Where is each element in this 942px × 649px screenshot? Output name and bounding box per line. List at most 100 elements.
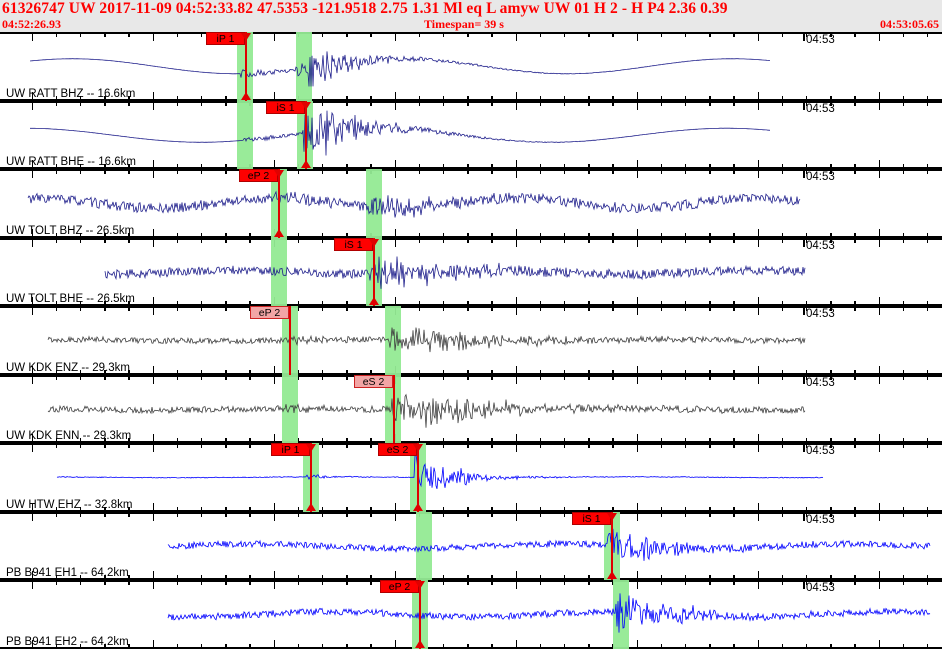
pick-arrow-icon [241, 33, 251, 41]
time-tick [612, 301, 614, 306]
trace-row[interactable]: iP 1 eS 2 04:53 UW HTW EHZ -- 32.8km [0, 443, 942, 512]
waveform [56, 453, 824, 490]
trace-row[interactable]: eP 2 04:53 PB B941 EH2 -- 64.2km [0, 580, 942, 649]
phase-pick-label[interactable]: iP 1 [271, 443, 310, 456]
channel-label[interactable]: UW HTW EHZ -- 32.8km [6, 498, 133, 511]
trace-top-axis [0, 169, 942, 171]
trace-panel[interactable]: iP 1 04:53 UW RATT BHZ -- 16.6km iS 1 04:53 U… [0, 32, 942, 649]
time-tick [79, 443, 82, 448]
time-tick [31, 365, 33, 375]
time-tick [709, 301, 711, 306]
phase-pick-label[interactable]: eS 2 [378, 443, 417, 456]
time-tick [418, 32, 421, 37]
time-tick [104, 374, 106, 380]
time-tick [781, 32, 784, 37]
time-tick [612, 232, 614, 238]
time-tick [370, 100, 372, 106]
phase-pick-line[interactable] [305, 100, 307, 169]
time-tick [176, 374, 179, 380]
time-tick [467, 438, 469, 443]
time-tick [515, 374, 517, 384]
channel-label[interactable]: UW KDK ENN -- 29.3km [6, 430, 132, 442]
time-tick [902, 369, 905, 375]
channel-label[interactable]: UW TOLT BHZ -- 26.5km [6, 224, 135, 237]
time-tick [563, 95, 566, 101]
time-tick [926, 306, 929, 311]
phase-pick-label[interactable]: iS 1 [334, 237, 373, 251]
time-tick [636, 434, 638, 443]
phase-pick-label[interactable]: eP 2 [380, 580, 419, 593]
time-tick [902, 506, 905, 512]
phase-pick-line[interactable] [289, 306, 291, 375]
time-tick [660, 374, 663, 380]
channel-label[interactable]: UW KDK ENZ -- 29.3km [6, 361, 130, 374]
time-tick [636, 91, 638, 101]
trace-row[interactable]: iP 1 04:53 UW RATT BHZ -- 16.6km [0, 32, 942, 101]
time-tick [660, 164, 663, 169]
time-label-tick [803, 170, 805, 178]
time-tick [31, 374, 33, 384]
time-tick [733, 306, 735, 311]
phase-pick-line[interactable] [419, 580, 421, 649]
phase-pick-line[interactable] [245, 32, 247, 101]
time-tick [612, 100, 614, 106]
trace-row[interactable]: eS 2 04:53 UW KDK ENN -- 29.3km [0, 374, 942, 443]
time-tick [636, 237, 638, 247]
phase-pick-line[interactable] [393, 374, 395, 443]
phase-pick-label[interactable]: iS 1 [572, 511, 611, 525]
time-tick [346, 369, 348, 375]
time-tick [442, 301, 445, 306]
trace-top-axis [0, 32, 942, 34]
channel-label[interactable]: UW TOLT BHE -- 26.5km [6, 293, 135, 305]
channel-label[interactable]: PB B941 EH1 -- 64.2km [6, 567, 129, 579]
trace-bottom-axis [0, 441, 942, 443]
waveform [47, 327, 806, 353]
time-tick [79, 164, 82, 169]
phase-pick-line[interactable] [373, 237, 375, 306]
time-tick [491, 438, 493, 443]
time-tick [31, 91, 33, 101]
time-tick [55, 374, 58, 380]
phase-pick-label[interactable]: iS 1 [266, 100, 305, 114]
time-tick [878, 100, 880, 110]
time-tick [152, 100, 154, 110]
channel-label[interactable]: UW RATT BHE -- 16.6km [6, 156, 136, 168]
time-tick [104, 237, 106, 243]
time-tick [612, 32, 614, 37]
time-tick [660, 506, 663, 512]
channel-label[interactable]: PB B941 EH2 -- 64.2km [6, 635, 129, 648]
phase-pick-label[interactable]: eP 2 [250, 306, 289, 319]
trace-time-label: 04:53 [806, 239, 835, 252]
time-tick [757, 434, 759, 443]
time-tick [225, 506, 227, 512]
time-tick [854, 443, 856, 448]
time-tick [854, 95, 856, 101]
time-tick [55, 95, 58, 101]
time-tick [152, 160, 154, 169]
time-tick [79, 301, 82, 306]
phase-pick-label[interactable]: eP 2 [239, 169, 278, 182]
trace-top-axis [0, 306, 942, 308]
phase-pick-line[interactable] [611, 511, 613, 580]
trace-row[interactable]: eP 2 04:53 UW TOLT BHZ -- 26.5km [0, 169, 942, 238]
time-tick [757, 365, 759, 375]
trace-row[interactable]: eP 2 04:53 UW KDK ENZ -- 29.3km [0, 306, 942, 375]
channel-label[interactable]: UW RATT BHZ -- 16.6km [6, 87, 136, 100]
trace-row[interactable]: iS 1 04:53 UW RATT BHE -- 16.6km [0, 100, 942, 169]
time-tick [854, 301, 856, 306]
trace-row[interactable]: iS 1 04:53 UW TOLT BHE -- 26.5km [0, 237, 942, 306]
time-tick [830, 164, 832, 169]
trace-row[interactable]: iS 1 04:53 PB B941 EH1 -- 64.2km [0, 511, 942, 580]
time-tick [104, 506, 106, 512]
phase-pick-line[interactable] [417, 443, 419, 512]
phase-pick-label[interactable]: iP 1 [206, 32, 245, 45]
phase-pick-line[interactable] [278, 169, 280, 238]
time-tick [563, 164, 566, 169]
time-tick [55, 306, 58, 311]
phase-pick-label[interactable]: eS 2 [354, 374, 393, 388]
time-tick [660, 32, 663, 37]
phase-pick-line[interactable] [310, 443, 312, 512]
time-tick [612, 169, 614, 174]
time-tick [854, 369, 856, 375]
time-tick [660, 438, 663, 443]
